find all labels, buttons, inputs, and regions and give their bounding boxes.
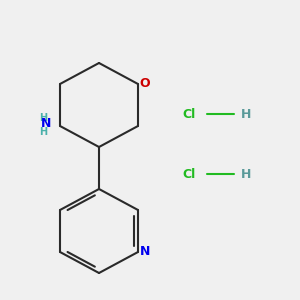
Text: Cl: Cl — [182, 107, 196, 121]
Text: H: H — [39, 127, 48, 137]
Text: H: H — [39, 112, 48, 123]
Text: N: N — [41, 117, 52, 130]
Text: H: H — [241, 167, 251, 181]
Text: H: H — [241, 107, 251, 121]
Text: O: O — [139, 77, 150, 90]
Text: N: N — [140, 245, 150, 258]
Text: Cl: Cl — [182, 167, 196, 181]
